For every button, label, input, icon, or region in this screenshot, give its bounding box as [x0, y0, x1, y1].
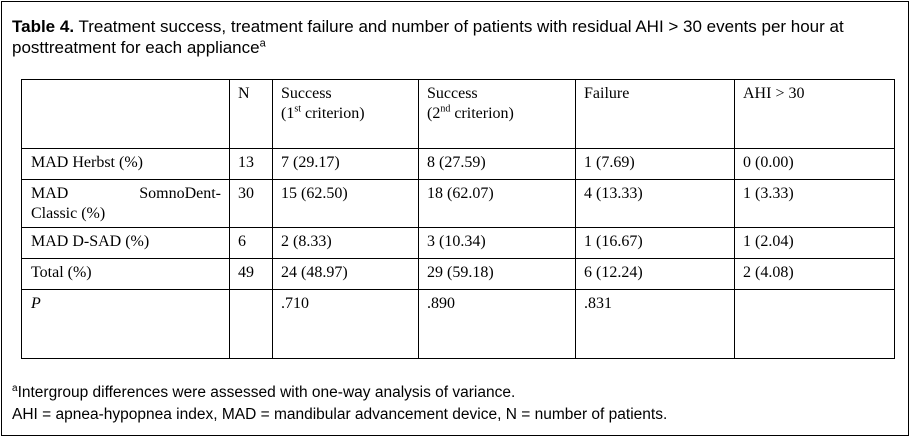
table-number: Table 4.	[12, 17, 75, 36]
cell-ahi: 1 (2.04)	[734, 227, 895, 259]
cell-failure: 1 (7.69)	[575, 148, 735, 180]
cell-success-1st: 7 (29.17)	[272, 148, 419, 180]
table-row: P .710 .890 .831	[21, 289, 895, 359]
table-row: MAD D-SAD (%) 6 2 (8.33) 3 (10.34) 1 (16…	[21, 227, 895, 259]
cell-success-1st: 15 (62.50)	[272, 179, 419, 228]
table-row: MAD Herbst (%) 13 7 (29.17) 8 (27.59) 1 …	[21, 148, 895, 180]
cell-success-1st: .710	[272, 289, 419, 359]
cell-success-2nd: 8 (27.59)	[418, 148, 576, 180]
row-label: MAD D-SAD (%)	[21, 227, 230, 259]
cell-n: 13	[229, 148, 273, 180]
header-success-1st: Success (1st criterion)	[272, 79, 419, 149]
cell-n	[229, 289, 273, 359]
row-label: P	[21, 289, 230, 359]
caption-footnote-marker: a	[259, 37, 266, 50]
header-row: N Success (1st criterion) Success (2nd cri…	[21, 79, 895, 149]
cell-n: 6	[229, 227, 273, 259]
cell-success-2nd: 29 (59.18)	[418, 258, 576, 290]
header-ahi-over-30: AHI > 30	[734, 79, 895, 149]
cell-ahi: 2 (4.08)	[734, 258, 895, 290]
row-label: Total (%)	[21, 258, 230, 290]
cell-failure: 1 (16.67)	[575, 227, 735, 259]
cell-failure: 6 (12.24)	[575, 258, 735, 290]
cell-ahi	[734, 289, 895, 359]
footnote-anova: aIntergroup differences were assessed wi…	[12, 382, 516, 401]
header-success-2nd: Success (2nd criterion)	[418, 79, 576, 149]
cell-failure: .831	[575, 289, 735, 359]
cell-success-2nd: .890	[418, 289, 576, 359]
cell-ahi: 0 (0.00)	[734, 148, 895, 180]
table-container: N Success (1st criterion) Success (2nd cri…	[21, 79, 895, 359]
table-row: MAD SomnoDent- Classic (%) 30 15 (62.50) 1…	[21, 179, 895, 228]
footnotes: aIntergroup differences were assessed wi…	[12, 382, 667, 426]
cell-n: 30	[229, 179, 273, 228]
cell-success-1st: 24 (48.97)	[272, 258, 419, 290]
header-n: N	[229, 79, 273, 149]
cell-success-1st: 2 (8.33)	[272, 227, 419, 259]
header-empty-cell	[21, 79, 230, 149]
footnote-abbreviations: AHI = apnea-hypopnea index, MAD = mandib…	[12, 406, 668, 423]
cell-n: 49	[229, 258, 273, 290]
cell-success-2nd: 3 (10.34)	[418, 227, 576, 259]
header-failure: Failure	[575, 79, 735, 149]
cell-failure: 4 (13.33)	[575, 179, 735, 228]
results-table: N Success (1st criterion) Success (2nd cri…	[21, 79, 895, 359]
cell-ahi: 1 (3.33)	[734, 179, 895, 228]
table-row: Total (%) 49 24 (48.97) 29 (59.18) 6 (12…	[21, 258, 895, 290]
caption-text: Treatment success, treatment failure and…	[12, 17, 844, 57]
table-caption: Table 4. Treatment success, treatment fa…	[12, 16, 902, 58]
row-label: MAD SomnoDent- Classic (%)	[21, 179, 230, 228]
row-label: MAD Herbst (%)	[21, 148, 230, 180]
cell-success-2nd: 18 (62.07)	[418, 179, 576, 228]
